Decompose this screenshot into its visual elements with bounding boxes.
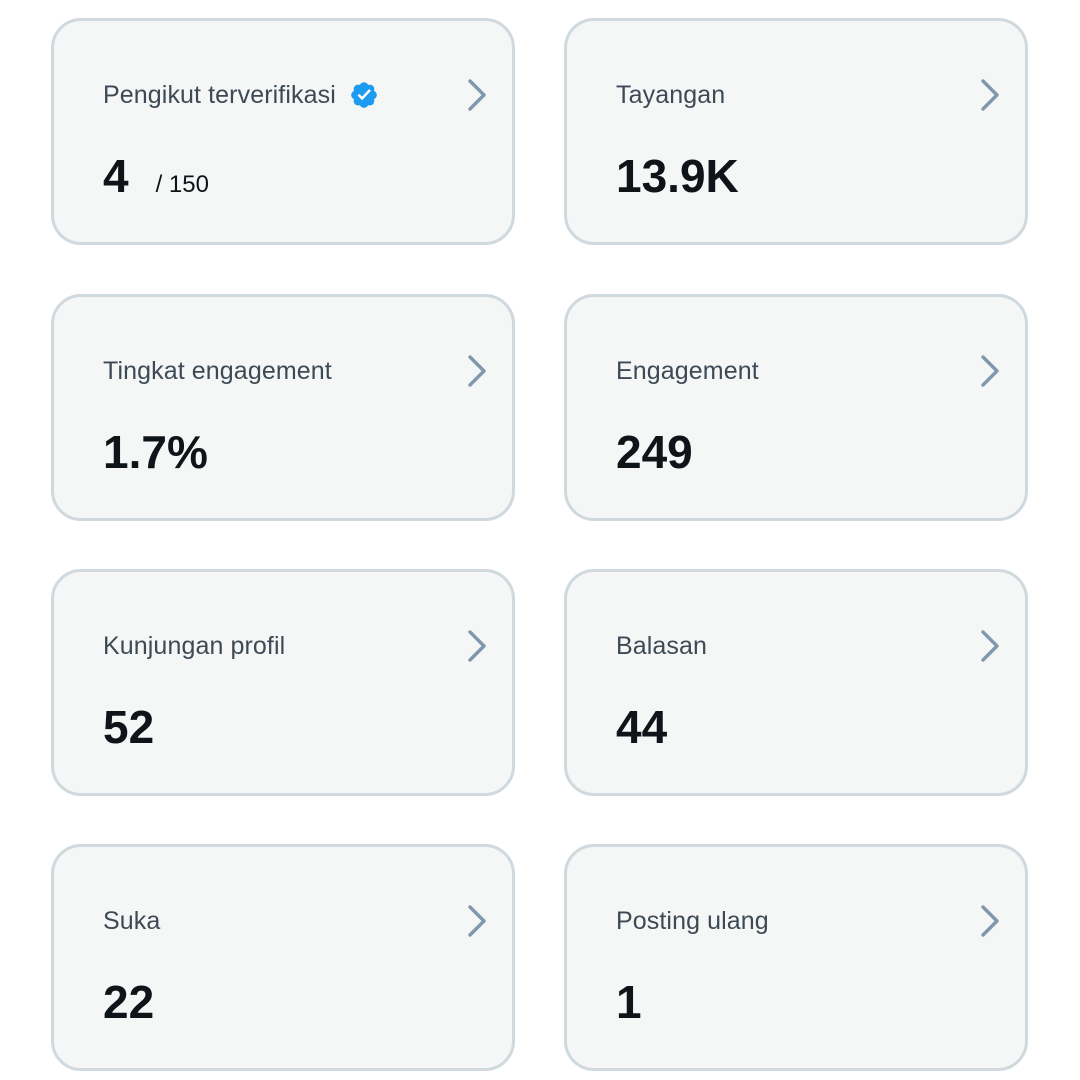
chevron-right-icon (981, 630, 999, 662)
card-value: 52 (103, 701, 155, 753)
card-value: 249 (616, 426, 693, 478)
card-value-row: 13.9K (616, 153, 739, 199)
verified-badge-icon (349, 80, 379, 110)
card-label-row: Pengikut terverifikasi (103, 78, 379, 112)
card-value-row: 1.7% (103, 429, 208, 475)
card-label: Posting ulang (616, 906, 769, 935)
card-value-row: 249 (616, 429, 693, 475)
card-engagements[interactable]: Engagement 249 (564, 294, 1028, 521)
card-engagement-rate[interactable]: Tingkat engagement 1.7% (51, 294, 515, 521)
card-value-suffix: / 150 (155, 171, 209, 198)
card-label: Tayangan (616, 80, 726, 109)
card-verified-followers[interactable]: Pengikut terverifikasi 4 / 150 (51, 18, 515, 245)
card-impressions[interactable]: Tayangan 13.9K (564, 18, 1028, 245)
chevron-right-icon (468, 630, 486, 662)
chevron-right-icon (468, 905, 486, 937)
card-label: Kunjungan profil (103, 631, 286, 660)
card-value: 1 (616, 976, 642, 1028)
card-label-row: Tayangan (616, 78, 725, 112)
chevron-right-icon (468, 355, 486, 387)
chevron-right-icon (981, 79, 999, 111)
card-label: Tingkat engagement (103, 356, 332, 385)
card-replies[interactable]: Balasan 44 (564, 569, 1028, 796)
chevron-right-icon (981, 355, 999, 387)
card-label: Engagement (616, 356, 759, 385)
card-label: Balasan (616, 631, 708, 660)
chevron-right-icon (981, 905, 999, 937)
card-value-row: 44 (616, 704, 667, 750)
chevron-right-icon (468, 79, 486, 111)
card-label-row: Kunjungan profil (103, 629, 285, 663)
card-profile-visits[interactable]: Kunjungan profil 52 (51, 569, 515, 796)
card-value-row: 1 (616, 979, 642, 1025)
card-value: 22 (103, 976, 155, 1028)
card-label: Suka (103, 906, 161, 935)
card-value-row: 22 (103, 979, 154, 1025)
card-label-row: Engagement (616, 354, 759, 388)
card-label-row: Tingkat engagement (103, 354, 332, 388)
card-value: 4 (103, 150, 129, 202)
card-reposts[interactable]: Posting ulang 1 (564, 844, 1028, 1071)
card-label-row: Balasan (616, 629, 707, 663)
card-label: Pengikut terverifikasi (103, 80, 336, 109)
card-value-row: 4 / 150 (103, 153, 209, 199)
card-value: 13.9K (616, 150, 739, 202)
card-likes[interactable]: Suka 22 (51, 844, 515, 1071)
card-label-row: Suka (103, 904, 160, 938)
card-value: 44 (616, 701, 668, 753)
card-value: 1.7% (103, 426, 208, 478)
card-label-row: Posting ulang (616, 904, 769, 938)
card-value-row: 52 (103, 704, 154, 750)
